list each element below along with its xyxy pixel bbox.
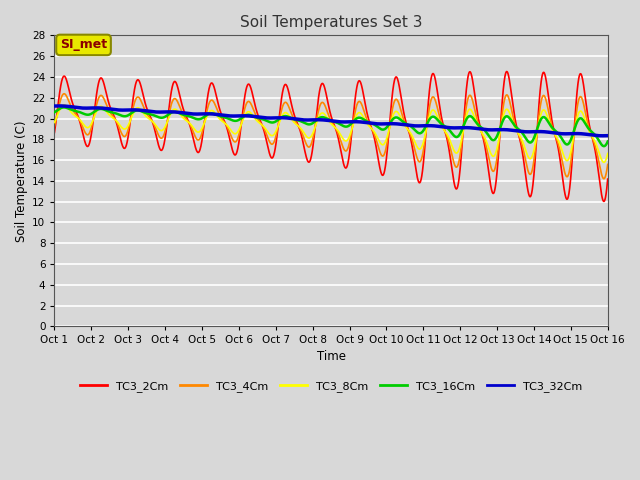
Text: SI_met: SI_met	[60, 38, 107, 51]
X-axis label: Time: Time	[317, 349, 346, 363]
Legend: TC3_2Cm, TC3_4Cm, TC3_8Cm, TC3_16Cm, TC3_32Cm: TC3_2Cm, TC3_4Cm, TC3_8Cm, TC3_16Cm, TC3…	[75, 377, 587, 396]
Title: Soil Temperatures Set 3: Soil Temperatures Set 3	[240, 15, 422, 30]
Y-axis label: Soil Temperature (C): Soil Temperature (C)	[15, 120, 28, 241]
